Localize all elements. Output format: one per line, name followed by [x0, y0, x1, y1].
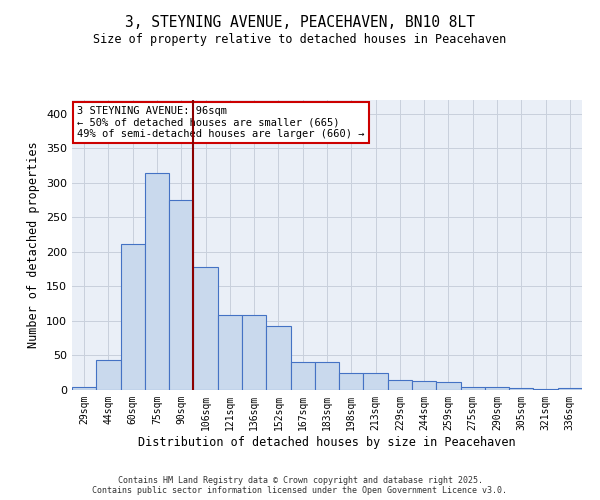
Bar [364, 372, 388, 390]
X-axis label: Distribution of detached houses by size in Peacehaven: Distribution of detached houses by size … [138, 436, 516, 448]
Bar [266, 326, 290, 390]
Bar [145, 172, 169, 390]
Bar [96, 360, 121, 390]
Bar [315, 362, 339, 390]
Bar [121, 244, 145, 390]
Bar [388, 380, 412, 390]
Bar [412, 381, 436, 390]
Bar [193, 267, 218, 390]
Bar [339, 372, 364, 390]
Bar [218, 316, 242, 390]
Bar [509, 388, 533, 390]
Bar [436, 382, 461, 390]
Bar [485, 386, 509, 390]
Text: 3, STEYNING AVENUE, PEACEHAVEN, BN10 8LT: 3, STEYNING AVENUE, PEACEHAVEN, BN10 8LT [125, 15, 475, 30]
Bar [558, 388, 582, 390]
Bar [242, 316, 266, 390]
Text: 3 STEYNING AVENUE: 96sqm
← 50% of detached houses are smaller (665)
49% of semi-: 3 STEYNING AVENUE: 96sqm ← 50% of detach… [77, 106, 365, 139]
Bar [461, 386, 485, 390]
Bar [169, 200, 193, 390]
Y-axis label: Number of detached properties: Number of detached properties [28, 142, 40, 348]
Bar [290, 362, 315, 390]
Text: Size of property relative to detached houses in Peacehaven: Size of property relative to detached ho… [94, 32, 506, 46]
Bar [72, 387, 96, 390]
Text: Contains HM Land Registry data © Crown copyright and database right 2025.
Contai: Contains HM Land Registry data © Crown c… [92, 476, 508, 495]
